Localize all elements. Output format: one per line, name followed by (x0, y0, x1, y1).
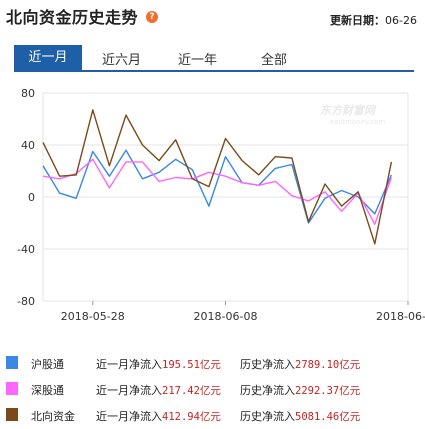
y-tick-label: 80 (21, 87, 35, 100)
legend-month: 近一月净流入217.42亿元 (96, 382, 221, 398)
legend-history: 历史净流入2292.37亿元 (240, 382, 360, 398)
legend-month: 近一月净流入195.51亿元 (96, 356, 221, 372)
legend-row-sz: 深股通 近一月净流入217.42亿元 历史净流入2292.37亿元 (0, 376, 425, 402)
legend-history-label: 历史净流入 (240, 384, 295, 397)
legend-swatch-north (6, 408, 18, 421)
legend-month-value: 217.42亿元 (162, 385, 221, 397)
legend-month-value: 412.94亿元 (162, 411, 221, 423)
legend-history-value: 2292.37亿元 (295, 385, 361, 397)
tab-six-months[interactable]: 近六月 (102, 53, 142, 68)
y-tick-label: 40 (21, 139, 35, 152)
legend-history-label: 历史净流入 (240, 410, 295, 423)
watermark-brand: 东方财富网 (320, 104, 377, 117)
period-tabs: 近一月 近六月 近一年 全部 (14, 45, 414, 71)
legend-row-north: 北向资金 近一月净流入412.94亿元 历史净流入5081.46亿元 (0, 402, 425, 428)
update-date-value: 06-26 (385, 14, 417, 27)
legend-history-value: 2789.10亿元 (295, 359, 361, 371)
series-line-north (42, 109, 393, 245)
legend-month-label: 近一月净流入 (96, 410, 162, 423)
legend-month: 近一月净流入412.94亿元 (96, 408, 221, 424)
north-flow-line-chart: 80 40 0 -40 -80 2018-05-28 2018-06-08 2018-06-… (17, 87, 425, 323)
legend-swatch-sz (6, 382, 18, 395)
help-icon[interactable]: ? (146, 11, 158, 23)
tab-all[interactable]: 全部 (261, 53, 288, 68)
legend-row-sh: 沪股通 近一月净流入195.51亿元 历史净流入2789.10亿元 (0, 350, 425, 376)
x-axis: 2018-05-28 2018-06-08 2018-06-26 (61, 301, 425, 323)
x-tick-label: 2018-05-28 (61, 310, 125, 323)
tab-underline (14, 70, 414, 72)
legend-history: 历史净流入5081.46亿元 (240, 408, 360, 424)
x-tick-label: 2018-06-08 (194, 310, 258, 323)
series-lines (42, 109, 393, 245)
tab-one-year[interactable]: 近一年 (178, 53, 218, 68)
legend-month-value: 195.51亿元 (162, 359, 221, 371)
legend-history: 历史净流入2789.10亿元 (240, 356, 360, 372)
y-tick-label: -80 (17, 295, 35, 308)
legend-name: 北向资金 (31, 410, 75, 423)
watermark: 东方财富网 eastmoney.com (320, 104, 385, 126)
watermark-url: eastmoney.com (330, 118, 385, 126)
legend-month-label: 近一月净流入 (96, 384, 162, 397)
update-date: 更新日期：06-26 (330, 12, 417, 28)
legend-swatch-sh (6, 356, 18, 369)
legend-history-label: 历史净流入 (240, 358, 295, 371)
legend-name: 深股通 (31, 384, 64, 397)
legend-name: 沪股通 (31, 358, 64, 371)
y-tick-label: -40 (17, 243, 35, 256)
y-tick-label: 0 (28, 191, 35, 204)
x-tick-label: 2018-06-26 (376, 310, 425, 323)
series-line-sz (42, 158, 393, 226)
update-date-label: 更新日期： (330, 14, 386, 27)
legend-history-value: 5081.46亿元 (295, 411, 361, 423)
legend-month-label: 近一月净流入 (96, 358, 162, 371)
tab-one-month[interactable]: 近一月 (14, 45, 82, 71)
page-title: 北向资金历史走势 (6, 8, 139, 27)
y-axis: 80 40 0 -40 -80 (17, 87, 35, 308)
